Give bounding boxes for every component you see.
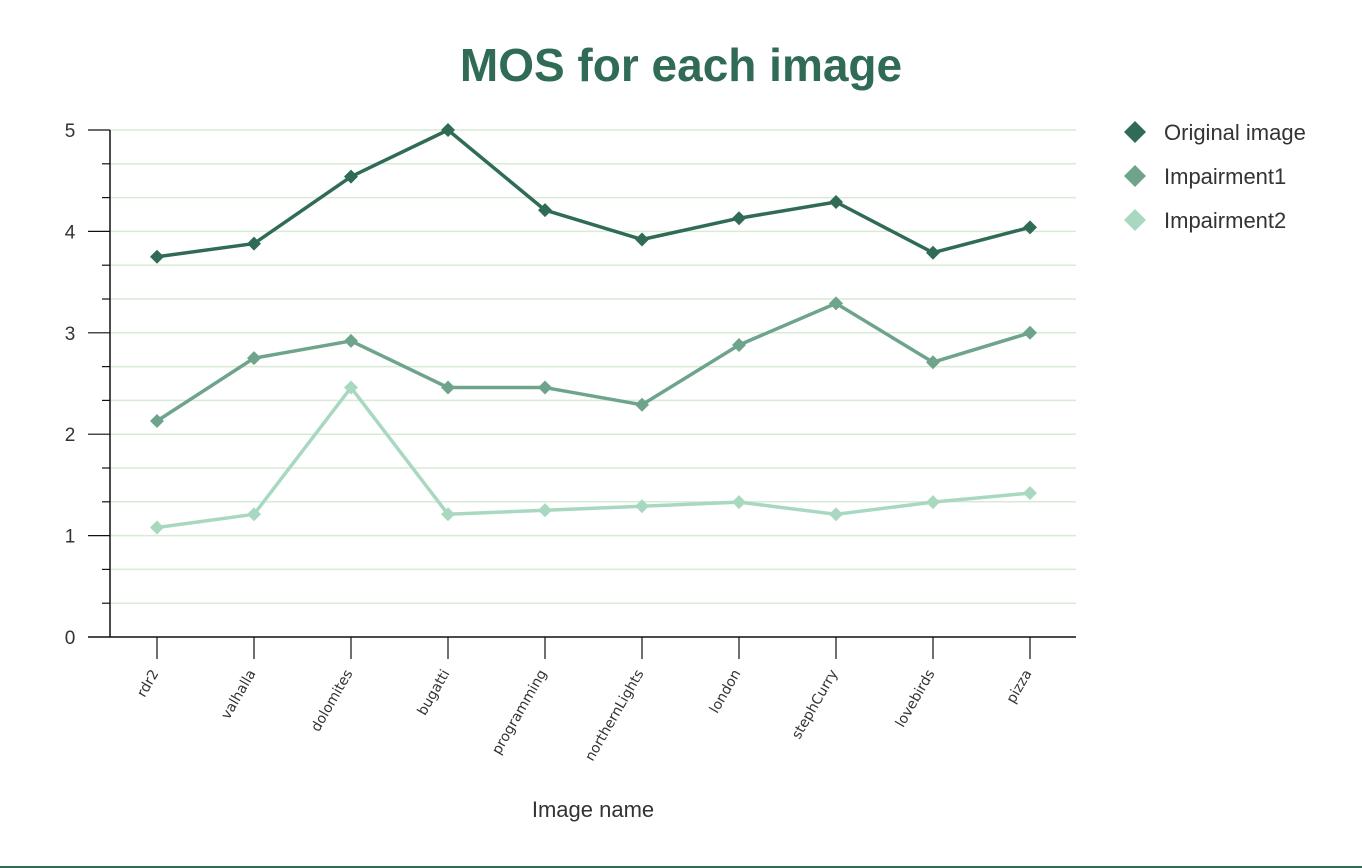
series-lines — [150, 123, 1037, 535]
x-tick-label: london — [707, 667, 745, 716]
series-line — [156, 301, 1031, 423]
data-point-marker — [247, 507, 261, 522]
data-point-marker — [441, 380, 455, 395]
data-point-marker — [150, 520, 164, 535]
data-point-marker — [247, 236, 261, 251]
data-point-marker — [635, 397, 649, 412]
data-point-marker — [635, 232, 649, 247]
series-line — [156, 385, 1031, 530]
data-point-marker — [150, 249, 164, 264]
data-point-marker — [247, 351, 261, 366]
data-point-marker — [1023, 486, 1037, 501]
data-point-marker — [538, 503, 552, 518]
y-tick-label: 3 — [65, 324, 76, 345]
data-point-marker — [538, 203, 552, 218]
axes — [88, 129, 1076, 659]
data-point-marker — [829, 507, 843, 522]
data-point-marker — [926, 495, 940, 510]
data-point-marker — [829, 296, 843, 311]
x-tick-labels: rdr2 valhalla dolomites bugatti programming n… — [134, 667, 1035, 764]
x-tick-label: bugatti — [415, 667, 454, 718]
data-point-marker — [732, 495, 746, 510]
x-tick-label: valhalla — [218, 667, 259, 722]
legend-diamond-icon — [1124, 165, 1146, 187]
data-point-marker — [538, 380, 552, 395]
data-point-marker — [926, 355, 940, 370]
legend-label: Impairment1 — [1164, 164, 1286, 189]
y-tick-label: 5 — [65, 121, 76, 142]
data-point-marker — [441, 123, 455, 137]
x-tick-label: stephCurry — [789, 667, 842, 742]
legend-label: Original image — [1164, 120, 1306, 145]
data-point-marker — [1023, 325, 1037, 340]
legend-diamond-icon — [1124, 209, 1146, 231]
data-point-marker — [732, 211, 746, 226]
series-line — [156, 128, 1031, 259]
data-point-marker — [926, 245, 940, 260]
data-point-marker — [344, 333, 358, 348]
data-point-marker — [1023, 220, 1037, 235]
x-axis-label: Image name — [532, 797, 654, 822]
x-tick-label: dolomites — [308, 667, 356, 735]
data-point-marker — [441, 507, 455, 522]
legend-diamond-icon — [1124, 121, 1146, 143]
x-tick-label: northernLights — [582, 667, 647, 764]
x-tick-label: programming — [489, 667, 550, 757]
x-tick-label: rdr2 — [134, 667, 162, 700]
x-tick-label: lovebirds — [893, 667, 939, 730]
x-tick-label: pizza — [1004, 667, 1036, 706]
y-tick-label: 2 — [65, 425, 76, 446]
data-point-marker — [635, 499, 649, 514]
legend: Original image Impairment1 Impairment2 — [1124, 120, 1306, 233]
legend-label: Impairment2 — [1164, 208, 1286, 233]
data-point-marker — [732, 337, 746, 352]
bottom-border — [0, 866, 1362, 868]
y-tick-labels: 0 1 2 3 4 5 — [65, 121, 76, 649]
data-point-marker — [344, 380, 358, 395]
data-point-marker — [344, 169, 358, 184]
y-tick-label: 4 — [65, 222, 76, 243]
y-tick-label: 1 — [65, 527, 76, 548]
data-point-marker — [829, 194, 843, 209]
chart-title: MOS for each image — [460, 39, 902, 91]
data-point-marker — [150, 414, 164, 429]
y-tick-label: 0 — [65, 628, 76, 649]
